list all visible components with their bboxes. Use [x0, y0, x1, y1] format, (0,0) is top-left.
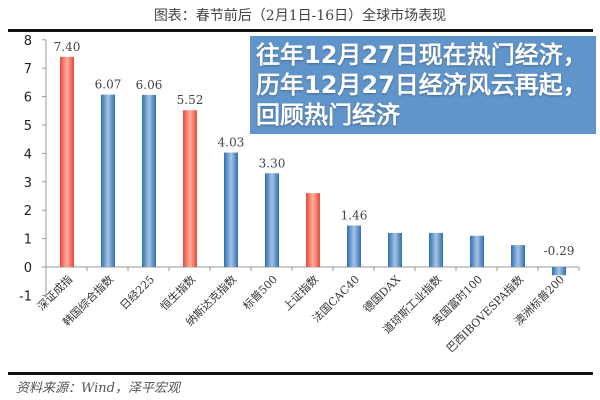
x-tick-label: 恒生指数	[157, 272, 198, 313]
bottom-rule	[8, 372, 593, 375]
data-label: 7.40	[54, 40, 81, 54]
bar	[60, 56, 74, 268]
chart-title: 图表：春节前后（2月1日-16日）全球市场表现	[154, 7, 446, 24]
y-tick-label: 8	[24, 34, 32, 49]
bar	[265, 173, 279, 267]
data-label: 3.30	[259, 156, 286, 170]
x-tick-label: 德国DAX	[360, 272, 403, 315]
bar	[224, 152, 238, 267]
top-rule	[8, 29, 593, 32]
bar	[552, 267, 566, 276]
bar	[429, 232, 443, 267]
bar	[347, 225, 361, 267]
y-tick-label: -1	[19, 289, 32, 304]
bar	[511, 245, 525, 267]
y-tick-label: 1	[24, 233, 32, 248]
x-tick-label: 上证指数	[280, 272, 321, 313]
headline-text: 往年12月27日现在热门经济，历年12月27日经济风云再起，回顾热门经济	[256, 41, 587, 129]
y-tick-label: 4	[24, 147, 32, 162]
bar	[183, 110, 197, 268]
data-label: 6.06	[136, 78, 163, 92]
y-tick-label: 3	[24, 176, 32, 191]
y-tick-label: 5	[24, 119, 32, 134]
bar	[470, 235, 484, 267]
source-note: 资料来源：Wind，泽平宏观	[16, 380, 182, 396]
data-label: 1.46	[341, 209, 368, 223]
data-label: 5.52	[177, 93, 204, 107]
bars: 7.40 6.07 6.06 5.52 4.03 3.30 1.46 -0.29	[54, 40, 575, 276]
x-tick-label: 巴西IBOVESPA指数	[443, 272, 526, 355]
data-label: 4.03	[218, 136, 245, 150]
headline-banner: 往年12月27日现在热门经济，历年12月27日经济风云再起，回顾热门经济	[250, 36, 596, 134]
bar	[101, 94, 115, 267]
x-tick-label: 标普500	[240, 272, 280, 312]
y-tick-label: 7	[24, 62, 32, 77]
x-tick-label: 深证成指	[34, 272, 75, 313]
y-tick-label: 2	[24, 204, 32, 219]
bar	[306, 193, 320, 267]
y-tick-label: 0	[24, 261, 32, 276]
bar	[142, 94, 156, 268]
data-label: -0.29	[544, 244, 575, 258]
y-axis: -1 0 1 2 3 4 5 6 7 8	[19, 34, 47, 304]
data-label: 6.07	[95, 78, 122, 92]
x-tick-label: 日经225	[118, 273, 158, 313]
y-tick-label: 6	[24, 91, 32, 106]
bar	[388, 232, 402, 267]
